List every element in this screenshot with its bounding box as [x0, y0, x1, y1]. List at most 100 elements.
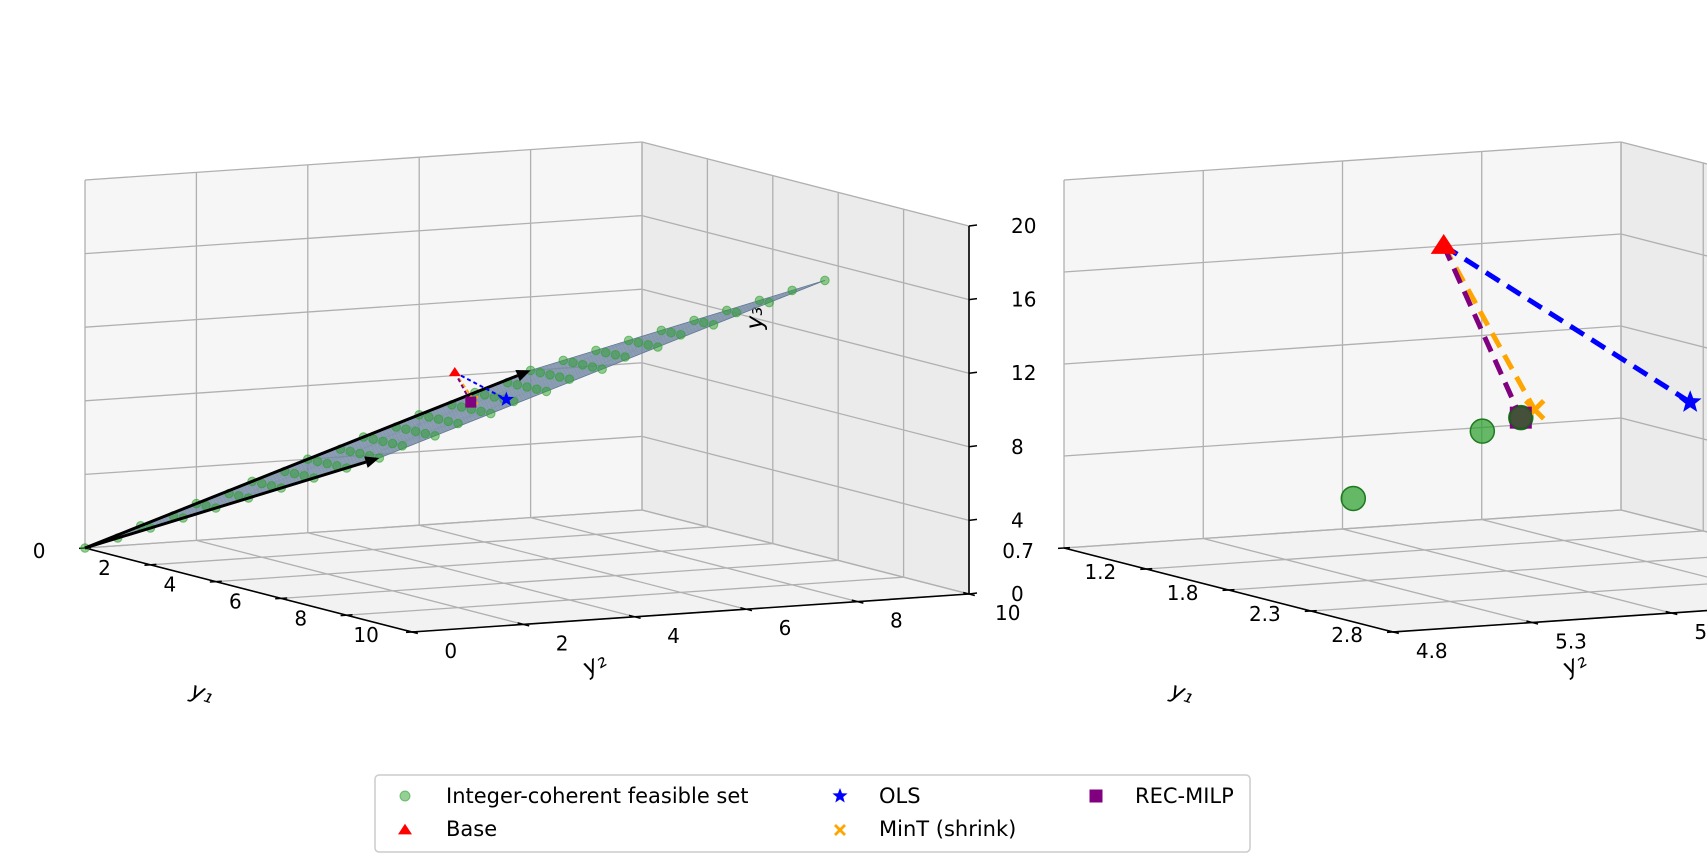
x-tick-label: 2.8	[1331, 623, 1363, 647]
y-tick-mark	[1526, 620, 1539, 625]
feasible-point	[424, 412, 434, 422]
legend-label-feasible: Integer-coherent feasible set	[446, 784, 749, 808]
x-tick-label: 4	[164, 573, 177, 597]
floor-grid-line	[281, 559, 839, 600]
back-wall-grid-line	[1620, 325, 1707, 349]
legend-label-base: Base	[446, 817, 497, 841]
side-wall-grid-line	[84, 214, 643, 255]
y-axis-title: y₂	[577, 647, 611, 681]
left-base-marker	[448, 366, 461, 377]
feasible-point	[541, 386, 552, 397]
feasible-point	[397, 441, 408, 451]
feasible-point	[708, 320, 719, 330]
left-recmilp-marker	[465, 396, 477, 408]
side-wall-grid-line	[1063, 141, 1622, 181]
floor-grid-line	[530, 516, 858, 603]
feasible-point	[620, 352, 630, 362]
feasible-point	[787, 285, 798, 296]
x-axis-title: y₁	[186, 677, 217, 709]
legend: Integer-coherent feasible set Base OLS M…	[374, 774, 1251, 853]
z-tick-mark	[968, 224, 978, 227]
floor-grid-line	[346, 576, 904, 616]
back-wall-grid-line	[641, 435, 970, 522]
side-wall-grid-line	[1063, 509, 1622, 549]
right-ols-marker	[1678, 390, 1702, 412]
x-axis-title: y₁	[1166, 677, 1197, 709]
y-tick-label: 4	[667, 624, 680, 648]
y-tick-mark	[406, 629, 418, 635]
feasible-point	[453, 418, 463, 429]
feasible-point	[591, 345, 601, 356]
x-tick-label: 1.8	[1167, 581, 1199, 605]
legend-marker-mint	[834, 824, 846, 836]
feasible-point	[564, 374, 575, 385]
right-base-to-mint-line	[1441, 244, 1537, 411]
x-tick-label: 8	[294, 606, 307, 630]
y-tick-label: 4.8	[1416, 639, 1448, 663]
feasible-point	[531, 384, 542, 395]
feasible-point	[623, 335, 634, 346]
plane-mesh-line	[196, 413, 491, 504]
x-tick-mark	[340, 614, 353, 617]
feasible-point	[699, 317, 709, 328]
feasible-point	[387, 438, 398, 449]
z-tick-mark	[968, 445, 978, 448]
legend-marker-recmilp	[1089, 789, 1103, 803]
z-tick-label: 0	[1011, 582, 1024, 606]
side-wall-pane	[85, 142, 642, 548]
feasible-point	[476, 406, 486, 417]
floor-grid-line	[1203, 537, 1533, 624]
legend-marker-base	[398, 823, 412, 835]
feasible-point	[289, 468, 300, 479]
right-recmilp-feasible-overlap	[1509, 405, 1533, 430]
z-tick-label: 4	[1011, 508, 1024, 532]
y-tick-label: 6	[779, 616, 792, 640]
y-axis-line	[411, 593, 970, 633]
legend-label-ols: OLS	[879, 784, 921, 808]
feasible-point	[754, 295, 765, 306]
x-tick-label: 6	[229, 590, 242, 614]
feasible-point	[558, 355, 569, 366]
left-base-to-ols-line	[454, 371, 507, 401]
back-wall-grid-line	[641, 214, 970, 301]
floor-grid-line	[150, 526, 708, 566]
y-tick-label: 2	[556, 631, 569, 655]
legend-markers	[398, 788, 1103, 836]
right-base-marker	[1430, 234, 1457, 254]
plane-mesh-line	[109, 447, 405, 539]
feasible-point	[322, 458, 333, 469]
z-tick-mark	[968, 518, 978, 522]
feasible-point	[676, 330, 686, 340]
z-tick-label: 16	[1011, 288, 1036, 312]
feasible-point	[568, 357, 578, 368]
z-tick-mark	[968, 592, 978, 595]
x-tick-label: 2.3	[1249, 602, 1281, 626]
feasible-point	[610, 350, 621, 360]
feasible-point	[433, 414, 444, 425]
feasible-point	[587, 362, 598, 372]
y-tick-mark	[517, 622, 530, 627]
y-tick-label: 8	[890, 609, 903, 633]
legend-marker-feasible	[399, 790, 411, 802]
x-tick-mark	[209, 580, 222, 583]
back-wall-grid-line	[641, 509, 970, 595]
feasible-point	[355, 448, 365, 459]
plane-mesh-line	[443, 314, 739, 406]
y-tick-mark	[851, 599, 864, 604]
right-feasible-point	[1340, 485, 1367, 512]
z-axis-title: y₃	[742, 307, 768, 331]
y-tick-label: 5.3	[1555, 629, 1587, 653]
feasible-point	[731, 307, 742, 318]
feasible-point	[378, 436, 388, 447]
x-axis-line	[84, 547, 413, 633]
back-wall-grid-line	[1620, 141, 1707, 165]
basis-arrow-head	[364, 456, 380, 468]
feasible-point	[401, 424, 411, 435]
basis-arrow-head	[515, 370, 531, 382]
feasible-point	[600, 347, 611, 358]
left-ols-marker	[498, 391, 514, 406]
feasible-point	[633, 337, 644, 348]
back-wall-grid-line	[1620, 233, 1707, 257]
